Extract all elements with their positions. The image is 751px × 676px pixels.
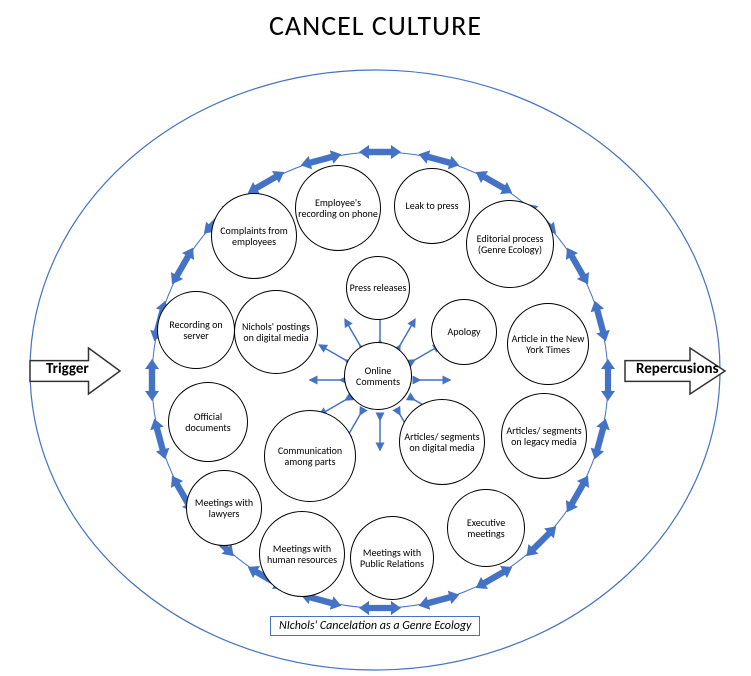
node-label: Articles/ segments on digital media (402, 431, 482, 454)
node-comm-among-parts: Communication among parts (264, 410, 356, 502)
node-executive-meetings: Executive meetings (447, 489, 525, 567)
node-label: Meetings with human resources (262, 543, 342, 566)
caption-box: NIchols' Cancelation as a Genre Ecology (270, 616, 480, 636)
node-articles-digital: Articles/ segments on digital media (399, 399, 485, 485)
node-employees-recording: Employee's recording on phone (295, 165, 381, 251)
node-label: Online Comments (347, 365, 409, 388)
node-articles-legacy: Articles/ segments on legacy media (501, 393, 587, 479)
node-meetings-hr: Meetings with human resources (259, 511, 345, 597)
node-label: Articles/ segments on legacy media (504, 425, 584, 448)
node-recording-server: Recording on server (157, 291, 235, 369)
node-article-nyt: Article in the New York Times (507, 303, 589, 385)
node-label: Executive meetings (450, 517, 522, 540)
node-label: Official documents (171, 411, 245, 434)
node-label: Complaints from employees (214, 225, 294, 248)
node-nichols-postings: Nichols' postings on digital media (234, 290, 318, 374)
node-label: Nichols' postings on digital media (237, 321, 315, 344)
node-label: Article in the New York Times (510, 333, 586, 356)
node-press-releases: Press releases (346, 256, 410, 320)
node-official-docs: Official documents (168, 382, 248, 462)
node-label: Recording on server (160, 319, 232, 342)
node-meetings-pr: Meetings with Public Relations (350, 516, 434, 600)
node-label: Meetings with lawyers (189, 497, 259, 520)
node-complaints: Complaints from employees (211, 193, 297, 279)
node-online-comments: Online Comments (344, 342, 412, 410)
node-label: Communication among parts (267, 445, 353, 468)
trigger-label: Trigger (46, 360, 89, 378)
repercussions-label: Repercusions (636, 360, 719, 378)
node-label: Meetings with Public Relations (353, 547, 431, 570)
node-label: Editorial process (Genre Ecology) (469, 233, 551, 256)
node-apology: Apology (431, 299, 497, 365)
node-meetings-lawyers: Meetings with lawyers (186, 470, 262, 546)
node-label: Press releases (350, 282, 407, 294)
node-editorial-process: Editorial process (Genre Ecology) (466, 200, 554, 288)
node-leak-to-press: Leak to press (394, 168, 470, 244)
node-label: Employee's recording on phone (298, 197, 378, 220)
node-label: Apology (447, 326, 480, 338)
node-label: Leak to press (406, 200, 459, 212)
